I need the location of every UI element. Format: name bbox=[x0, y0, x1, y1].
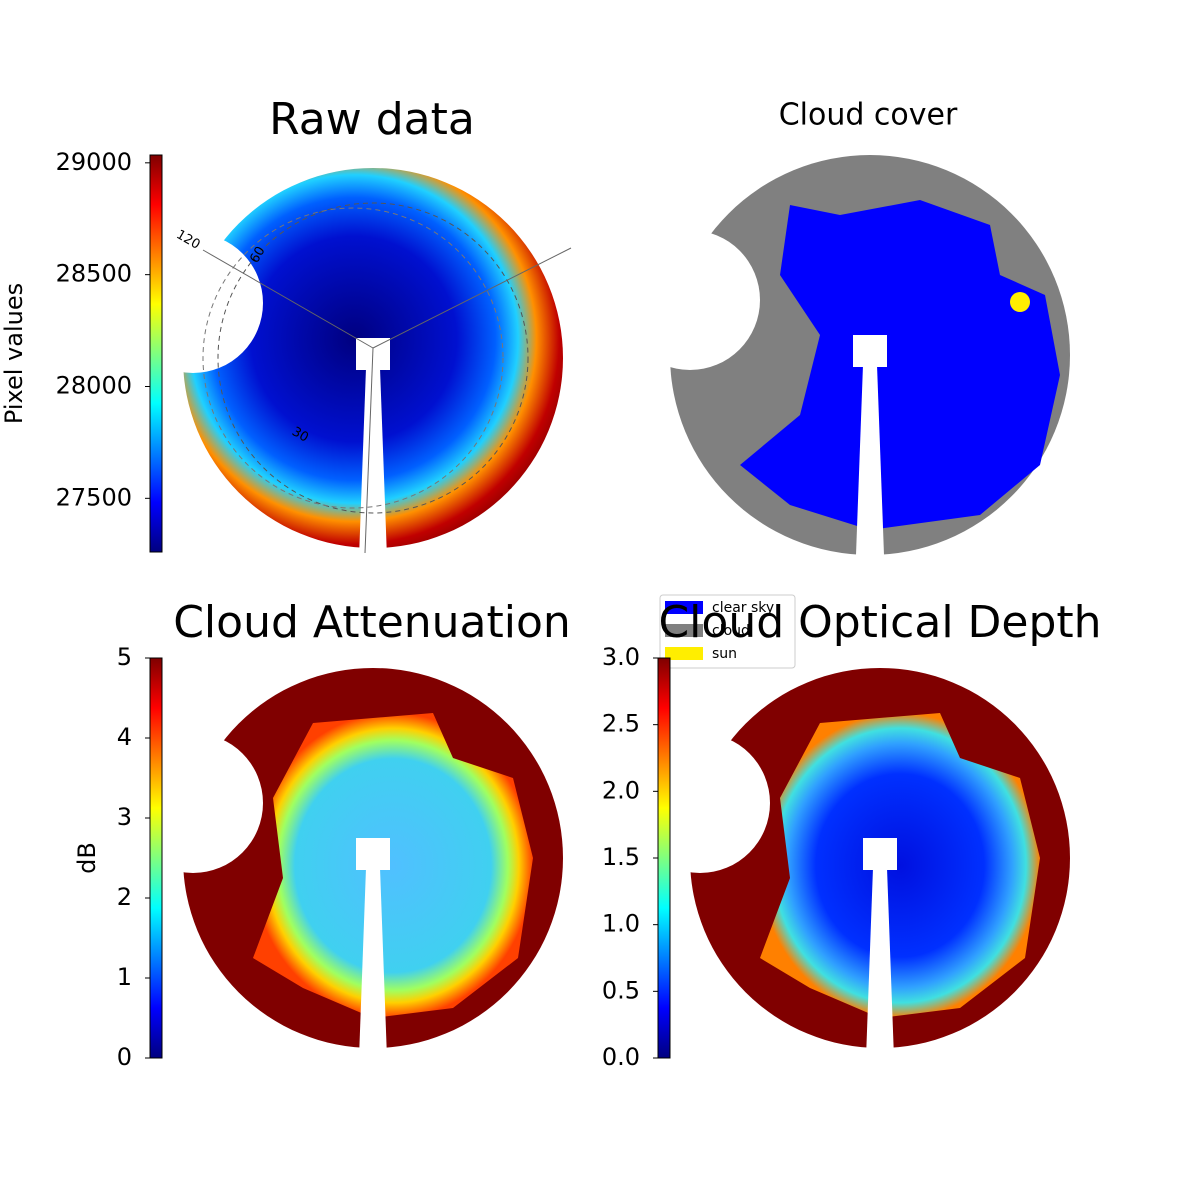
colorbar-tick-label: 2.5 bbox=[602, 710, 640, 738]
clear-sky-region bbox=[740, 200, 1060, 530]
colorbar-tick-label: 2.0 bbox=[602, 776, 640, 804]
colorbar-tick-label: 0.5 bbox=[602, 976, 640, 1004]
notch bbox=[630, 733, 770, 873]
colorbar-tick-label: 3 bbox=[117, 803, 132, 831]
notch bbox=[620, 230, 760, 370]
panel bbox=[620, 155, 1070, 555]
camera-arm bbox=[853, 335, 887, 367]
colorbar-tick-label: 3.0 bbox=[602, 643, 640, 671]
colorbar-tick-label: 2 bbox=[117, 883, 132, 911]
legend-swatch bbox=[665, 624, 703, 637]
grid-circle bbox=[217, 202, 529, 514]
panel bbox=[123, 668, 563, 1058]
panel-title: Cloud Optical Depth bbox=[658, 597, 1101, 648]
colorbar bbox=[149, 154, 163, 553]
colorbar-tick-label: 28500 bbox=[56, 260, 132, 288]
notch bbox=[123, 733, 263, 873]
colorbar-tick-label: 1.5 bbox=[602, 843, 640, 871]
camera-arm bbox=[863, 838, 897, 870]
colorbar bbox=[149, 657, 163, 1059]
sun-marker bbox=[1010, 292, 1030, 312]
panel-title: Cloud Attenuation bbox=[173, 597, 571, 648]
colorbar-tick-label: 27500 bbox=[56, 483, 132, 511]
panel bbox=[630, 668, 1070, 1058]
camera-arm bbox=[359, 368, 387, 558]
legend-label: sun bbox=[712, 646, 737, 662]
sky-region bbox=[253, 713, 533, 1018]
legend-label: cloud bbox=[712, 623, 750, 639]
colorbar-tick-label: 5 bbox=[117, 643, 132, 671]
colorbar-tick-label: 0 bbox=[117, 1043, 132, 1071]
panel-title: Raw data bbox=[269, 94, 475, 145]
grid-spoke bbox=[202, 249, 374, 349]
colorbar-tick-label: 28000 bbox=[56, 371, 132, 399]
panel-title: Cloud cover bbox=[779, 98, 958, 133]
colorbar-tick-label: 0.0 bbox=[602, 1043, 640, 1071]
colorbar bbox=[657, 657, 671, 1059]
legend-swatch bbox=[665, 601, 703, 614]
notch bbox=[123, 233, 263, 373]
grid-circle bbox=[202, 207, 504, 509]
legend-swatch bbox=[665, 647, 703, 660]
sky-region bbox=[760, 713, 1040, 1018]
colorbar-tick-label: 1 bbox=[117, 963, 132, 991]
colorbar-tick-label: 4 bbox=[117, 723, 132, 751]
camera-arm bbox=[856, 365, 884, 555]
colorbar-label: dB bbox=[73, 842, 101, 874]
colorbar-label: Pixel values bbox=[0, 283, 28, 424]
camera-arm bbox=[356, 838, 390, 870]
camera-arm bbox=[359, 868, 387, 1058]
angle-label: 60 bbox=[247, 244, 268, 266]
colorbar-tick-label: 1.0 bbox=[602, 910, 640, 938]
angle-label: 30 bbox=[289, 424, 311, 445]
grid-spoke bbox=[364, 347, 374, 554]
grid-spoke bbox=[372, 247, 572, 349]
legend-label: clear sky bbox=[712, 600, 774, 616]
camera-arm bbox=[866, 868, 894, 1058]
colorbar-tick-label: 29000 bbox=[56, 148, 132, 176]
